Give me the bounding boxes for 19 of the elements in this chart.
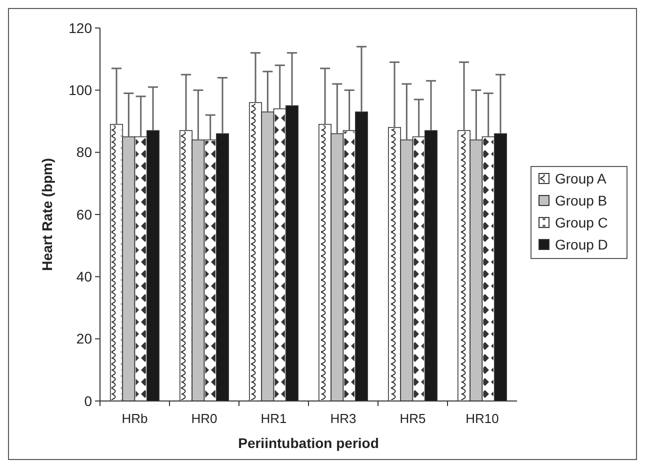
x-tick-label: HR5 bbox=[400, 411, 426, 426]
x-tick-label: HR1 bbox=[260, 411, 287, 426]
x-tick-label: HR10 bbox=[466, 411, 499, 426]
x-axis-title: Periintubation period bbox=[238, 435, 379, 451]
legend-label: Group B bbox=[555, 192, 608, 208]
legend-label: Group A bbox=[555, 170, 608, 186]
x-tick-label: HRb bbox=[122, 411, 148, 426]
x-tick-label: HR0 bbox=[191, 411, 218, 426]
legend-label: Group C bbox=[555, 214, 608, 230]
y-tick-label: 60 bbox=[76, 206, 92, 222]
y-tick-label: 100 bbox=[68, 82, 92, 98]
y-tick-label: 40 bbox=[76, 268, 92, 285]
y-axis-title: Heart Rate (bpm) bbox=[39, 158, 55, 271]
y-tick-label: 120 bbox=[68, 20, 92, 36]
x-tick-label: HR3 bbox=[330, 411, 356, 426]
y-tick-label: 20 bbox=[76, 330, 92, 347]
y-tick-label: 0 bbox=[84, 392, 92, 409]
legend-label: Group D bbox=[555, 236, 608, 252]
y-tick-label: 80 bbox=[76, 144, 92, 160]
